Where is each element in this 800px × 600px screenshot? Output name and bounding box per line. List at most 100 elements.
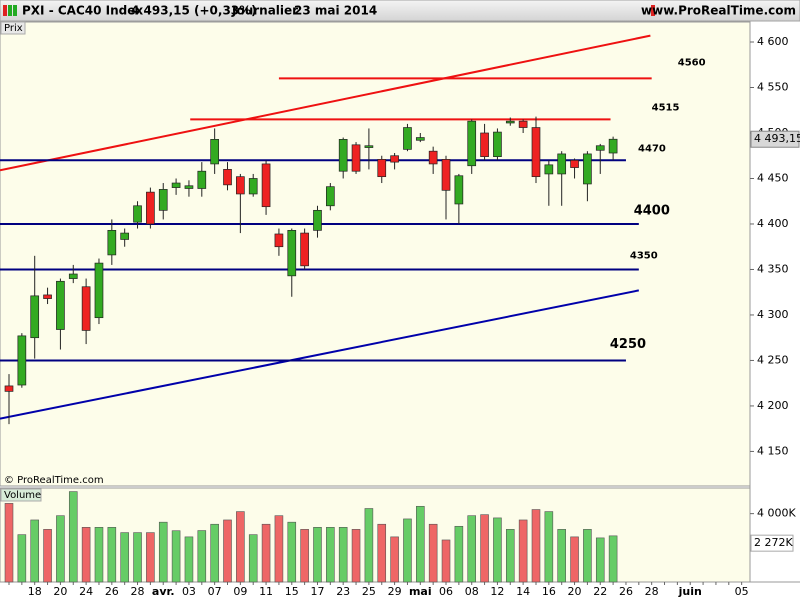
x-tick-label: 06: [439, 585, 453, 598]
candle-body: [68, 273, 78, 279]
volume-bar: [595, 537, 605, 583]
volume-bar: [43, 529, 52, 583]
x-tick-label: 07: [208, 585, 222, 598]
candle-body: [505, 120, 515, 124]
volume-bar: [390, 536, 399, 583]
x-tick-label: 18: [28, 585, 42, 598]
header-bar: [0, 0, 800, 22]
candle-body: [570, 159, 579, 168]
volume-bar: [120, 532, 129, 583]
volume-bar: [171, 530, 181, 583]
x-tick-label: 20: [53, 585, 67, 598]
volume-bar: [4, 503, 14, 583]
volume-bar: [351, 529, 361, 583]
candle-body: [184, 185, 194, 189]
last-change: 4 493,15 (+0,33%): [131, 4, 257, 18]
y-tick-label: 4 200: [757, 399, 789, 412]
volume-bar: [146, 532, 155, 583]
label-box: [0, 21, 26, 35]
volume-bar: [184, 536, 194, 583]
candle-body: [158, 189, 168, 211]
x-tick-label: 28: [645, 585, 659, 598]
x-tick-label: avr.: [152, 585, 175, 598]
candle-body: [313, 209, 322, 231]
candle-body: [94, 262, 104, 319]
volume-bar: [236, 511, 245, 583]
y-tick-label: 4 400: [757, 217, 789, 230]
candle-body: [300, 232, 309, 267]
y-tick-label: 4 450: [757, 171, 789, 184]
volume-bar: [94, 527, 104, 583]
x-tick-label: 20: [568, 585, 582, 598]
volume-tick-label: 4 000K: [757, 507, 796, 520]
volume-bar: [326, 527, 335, 583]
volume-bar: [248, 534, 258, 583]
candle-body: [287, 229, 297, 277]
candle-body: [403, 127, 412, 150]
x-tick-label: 12: [490, 585, 504, 598]
candle-body: [493, 131, 502, 158]
x-tick-label: 28: [131, 585, 145, 598]
candle-body: [81, 286, 91, 331]
volume-bar: [300, 529, 309, 583]
icon: [8, 5, 12, 16]
trendline: [0, 289, 640, 420]
volume-bar: [493, 517, 502, 583]
volume-bar: [441, 539, 451, 583]
y-tick-label: 4 250: [757, 353, 789, 366]
volume-bar: [210, 523, 219, 583]
x-tick-label: 09: [233, 585, 247, 598]
icon: [13, 5, 17, 16]
volume-bar: [56, 515, 65, 583]
x-tick-label: 11: [259, 585, 273, 598]
last-price-label: 4 493,15: [754, 132, 800, 145]
candle-body: [441, 159, 451, 191]
price-label: Prix: [4, 23, 23, 34]
candle-body: [415, 137, 425, 141]
x-tick-label: mai: [409, 585, 432, 598]
volume-bar: [570, 536, 579, 583]
volume-bar: [467, 515, 477, 583]
x-tick-label: 25: [362, 585, 376, 598]
volume-bar: [274, 515, 284, 583]
volume-bar: [17, 534, 27, 583]
candle-body: [480, 132, 489, 158]
y-tick-label: 4 350: [757, 262, 789, 275]
candle-body: [120, 232, 130, 240]
candle-body: [531, 127, 541, 178]
volume-bar: [428, 523, 438, 583]
copyright: © ProRealTime.com: [4, 475, 104, 486]
volume-bar: [364, 508, 374, 583]
candle-body: [325, 186, 335, 207]
volume-bar: [505, 529, 515, 583]
candle-body: [274, 233, 284, 248]
volume-bar: [403, 518, 412, 583]
volume-bar: [416, 505, 425, 583]
x-tick-label: 14: [516, 585, 530, 598]
volume-bar: [377, 523, 387, 583]
x-tick-label: 26: [619, 585, 633, 598]
x-tick-label: 26: [105, 585, 119, 598]
volume-label: Volume: [4, 490, 41, 501]
candle-body: [4, 385, 14, 392]
volume-bar: [261, 523, 271, 583]
volume-bar: [287, 521, 297, 583]
site: www.ProRealTime.com: [641, 4, 796, 18]
volume-bar: [30, 519, 39, 583]
icon: [651, 5, 655, 16]
last-price-box: [750, 130, 800, 148]
y-tick-label: 4 600: [757, 35, 789, 48]
y-tick-label: 4 150: [757, 444, 789, 457]
candle-body: [17, 335, 27, 386]
level-label: 4350: [630, 250, 658, 261]
x-tick-label: 05: [735, 585, 749, 598]
last-volume-label: 2 272K: [754, 536, 793, 549]
volume-bar: [518, 519, 528, 583]
candle-body: [583, 153, 592, 185]
price-panel: [0, 21, 751, 487]
candle-body: [351, 144, 361, 172]
candle-body: [557, 153, 567, 175]
candle-body: [544, 164, 554, 175]
x-tick-label: 24: [79, 585, 93, 598]
